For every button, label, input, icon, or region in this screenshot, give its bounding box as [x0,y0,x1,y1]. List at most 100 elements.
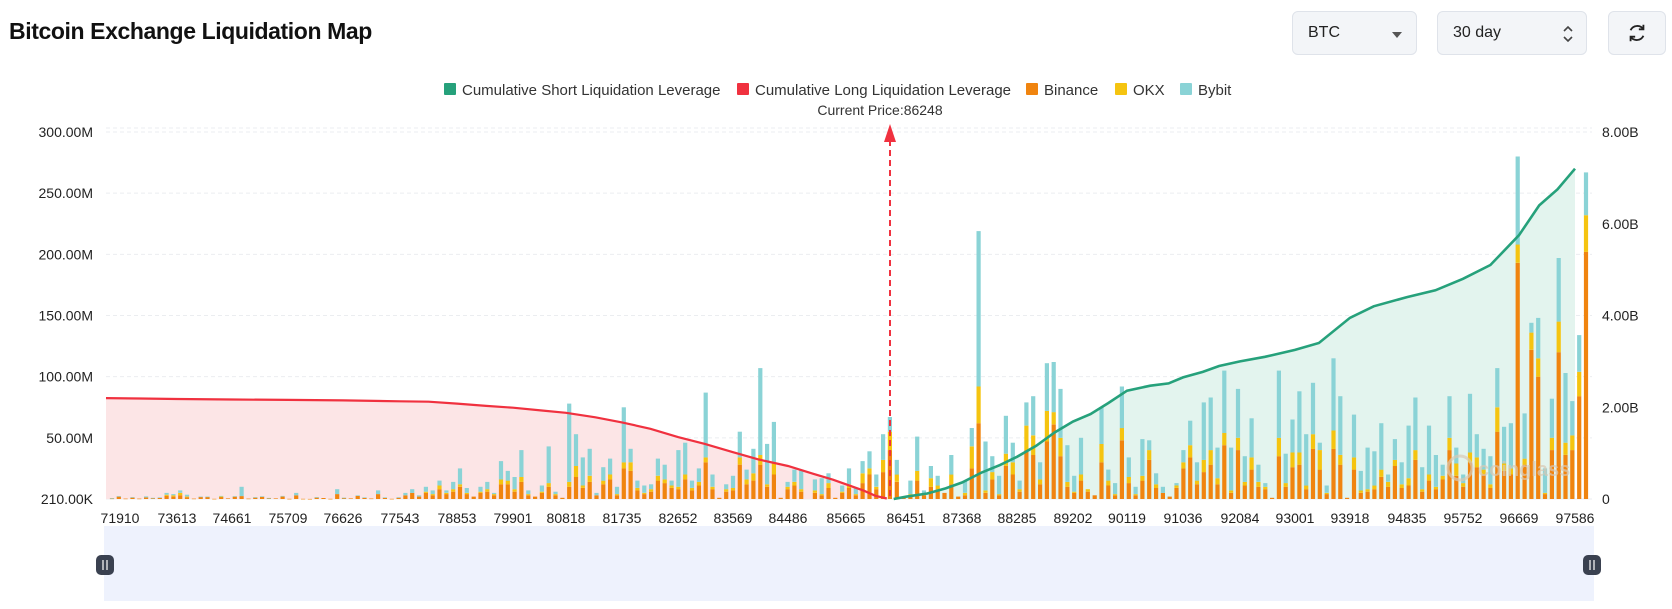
legend-item-cumulative-short-liquidation-leverage[interactable]: Cumulative Short Liquidation Leverage [444,82,721,99]
bybit-bar [1426,425,1432,475]
binance-bar [1113,495,1118,499]
bybit-bar [1549,398,1554,438]
okx-bar [1317,450,1322,470]
okx-bar [1297,452,1302,465]
bybit-bar [1358,470,1363,491]
binance-bar [1420,491,1425,499]
bybit-bar [1194,462,1200,481]
binance-bar [382,497,387,499]
binance-bar [273,498,278,499]
bybit-bar [1031,396,1036,436]
binance-bar [287,498,292,500]
bybit-bar [546,446,551,484]
bybit-bar [485,481,490,490]
bybit-bar [178,490,183,493]
binance-bar [1495,431,1500,499]
binance-bar [628,470,633,499]
zoom-handle-right[interactable] [1583,555,1601,575]
bybit-bar [1536,317,1541,359]
legend-item-cumulative-long-liquidation-leverage[interactable]: Cumulative Long Liquidation Leverage [737,82,1011,99]
zoom-slider[interactable] [96,526,1601,601]
okx-bar [1290,452,1295,468]
bybit-bar [642,485,647,493]
watermark-text: coinglass [1478,459,1570,481]
legend-item-binance[interactable]: Binance [1026,82,1098,99]
binance-bar [498,484,504,499]
bybit-bar [689,480,695,488]
legend-item-okx[interactable]: OKX [1115,82,1165,99]
x-axis-label: 97586 [1556,510,1595,526]
okx-bar [567,481,572,487]
okx-bar [962,492,968,496]
okx-bar [894,474,899,482]
zoom-handle-left[interactable] [96,555,114,575]
binance-bar [246,498,251,500]
bybit-bar [232,496,237,497]
bybit-bar [751,448,756,474]
bybit-bar [1399,462,1404,485]
x-axis-label: 92084 [1221,510,1260,526]
period-select[interactable]: 30 day [1437,11,1587,55]
legend-item-bybit[interactable]: Bybit [1180,82,1232,99]
okx-bar [1454,463,1459,476]
okx-bar [696,481,701,486]
chart-legend[interactable]: Cumulative Short Liquidation Leverage Cum… [444,82,1232,99]
binance-bar [846,488,852,499]
binance-bar [157,497,162,499]
bybit-bar [1317,442,1322,450]
bybit-bar [744,469,749,480]
okx-bar [1085,489,1090,492]
bybit-bar [860,461,865,474]
binance-bar [840,492,845,499]
okx-bar [1433,486,1438,490]
bybit-bar [1072,475,1077,492]
binance-bar [362,497,367,499]
bybit-bar [116,496,121,497]
bybit-bar [1133,486,1138,495]
binance-bar [328,498,333,500]
okx-bar [1154,484,1159,488]
bybit-bar [730,475,736,488]
binance-bar [853,495,858,499]
okx-bar [1474,457,1479,468]
legend-swatch [1026,83,1038,95]
binance-bar [396,497,401,499]
bybit-bar [526,490,531,495]
okx-bar [1542,492,1548,495]
bybit-bar [1126,457,1131,477]
okx-bar [608,474,613,480]
bybit-bar [382,497,387,498]
bybit-bar [676,450,681,487]
binance-bar [1297,464,1302,499]
x-axis-label: 87368 [943,510,982,526]
asset-select[interactable]: BTC [1292,11,1417,55]
okx-bar [771,462,776,475]
binance-bar [724,491,729,499]
x-axis-label: 96669 [1500,510,1539,526]
bybit-bar [840,485,845,492]
okx-bar [1276,437,1281,457]
okx-bar [1372,485,1377,490]
bybit-bar [239,486,244,497]
bybit-bar [573,434,579,466]
binance-bar [1140,480,1145,499]
bybit-bar [1051,362,1056,413]
binance-bar [1270,497,1275,499]
binance-bar [1038,484,1043,499]
binance-bar [294,495,299,499]
refresh-button[interactable] [1608,11,1666,55]
okx-bar [1563,442,1568,455]
binance-bar [191,498,196,500]
binance-bar [921,495,927,499]
okx-bar [1399,484,1404,488]
binance-bar [1283,486,1288,499]
binance-bar [280,496,285,499]
okx-bar [1010,462,1015,475]
binance-bar [335,494,340,499]
bybit-bar [1283,453,1288,484]
bybit-bar [915,436,920,471]
binance-bar [1051,424,1056,499]
bybit-bar [710,474,715,487]
bybit-bar [976,231,981,387]
